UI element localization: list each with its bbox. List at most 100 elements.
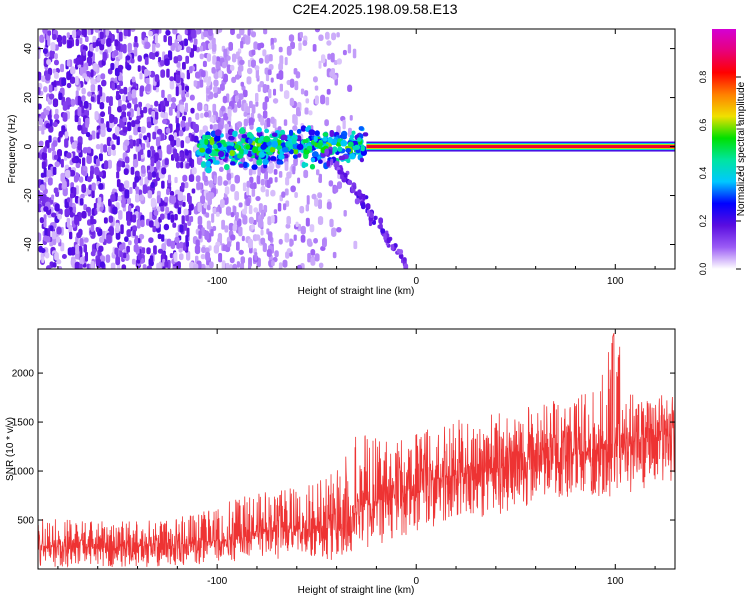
spectrogram-cell xyxy=(185,91,190,98)
spectrogram-cell xyxy=(170,240,176,250)
spectrogram-cell xyxy=(186,46,191,54)
spectrogram-cell xyxy=(137,55,142,62)
spectrogram-cell xyxy=(177,45,182,51)
spectrogram-cell xyxy=(353,240,358,250)
spectrogram-cell xyxy=(47,147,52,153)
spectrogram-cell xyxy=(146,121,152,129)
spectrogram-cell xyxy=(185,241,189,247)
spectrogram-cell xyxy=(94,208,98,215)
spectrogram-cell xyxy=(310,157,316,163)
spectrogram-cell xyxy=(248,257,252,267)
spectrogram-cell xyxy=(238,163,244,168)
spectrogram-cell xyxy=(223,113,229,121)
spectrogram-cell xyxy=(154,218,159,228)
spectrogram-cell xyxy=(251,31,256,38)
spectrogram-cell xyxy=(43,206,49,212)
spectrogram-cell xyxy=(286,248,292,254)
spectrogram-cell xyxy=(82,49,86,56)
spectrogram-cell xyxy=(230,29,235,36)
spectrogram-cell xyxy=(166,68,170,78)
spectrogram-cell xyxy=(322,237,327,248)
spectrogram-cell xyxy=(212,207,218,215)
spectrogram-cell xyxy=(69,211,74,218)
spectrogram-cell xyxy=(212,144,218,150)
spectrogram-cell xyxy=(168,106,173,116)
spectrogram-cell xyxy=(45,73,51,81)
spectrogram-cell xyxy=(199,45,204,52)
spectrogram-cell xyxy=(110,262,116,269)
spectrogram-cell xyxy=(240,40,244,49)
spectrogram-cell xyxy=(180,120,186,128)
spectrogram-cell xyxy=(71,30,77,39)
spectrogram-cell xyxy=(234,215,239,221)
spectrogram-cell xyxy=(115,84,121,90)
spectrogram-cell xyxy=(222,61,227,69)
spectrogram-cell xyxy=(318,60,322,69)
spectrogram-cell xyxy=(76,30,82,36)
spectrogram-cell xyxy=(349,115,353,121)
spectrogram-cell xyxy=(305,204,309,212)
spectrogram-cell xyxy=(76,231,82,239)
spectrogram-cell xyxy=(206,53,211,62)
spectrogram-cell xyxy=(359,157,364,163)
spectrogram-cell xyxy=(202,125,208,134)
spectrogram-cell xyxy=(66,217,71,228)
spectrogram-cell xyxy=(131,76,136,83)
spectrogram-cell xyxy=(362,193,366,201)
spectrogram-cell xyxy=(189,94,195,101)
spectrogram-cell xyxy=(154,29,159,34)
spectrogram-cell xyxy=(199,53,204,60)
snr-series-line xyxy=(38,333,675,568)
spectrogram-cell xyxy=(70,99,76,106)
spectrogram-cell xyxy=(224,164,230,171)
spectrogram-cell xyxy=(330,52,335,63)
spectrogram-cell xyxy=(251,59,256,68)
spectrogram-cell xyxy=(337,181,342,190)
spectrogram-cell xyxy=(52,121,58,128)
spectrogram-cell xyxy=(95,144,101,150)
spectrogram-cell xyxy=(167,174,172,184)
spectrogram-cell xyxy=(114,39,119,47)
spectrogram-cell xyxy=(98,183,104,190)
spectrogram-cell xyxy=(185,162,190,169)
spectrogram-cell xyxy=(146,265,152,269)
spectrogram-cell xyxy=(286,45,292,56)
spectrogram-cell xyxy=(100,117,104,124)
spectrogram-cell xyxy=(255,68,259,79)
spectrogram-cell xyxy=(166,238,172,247)
spectrogram-cell xyxy=(179,104,185,113)
spectrogram-cell xyxy=(238,202,243,208)
spectrogram-cell xyxy=(38,140,44,147)
spectrogram-cell xyxy=(262,84,268,94)
spectrogram-cell xyxy=(236,261,240,268)
spectrogram-cell xyxy=(81,29,85,36)
spectrogram-cell xyxy=(259,42,265,49)
spectrogram-cell xyxy=(295,221,299,227)
spectrogram-cell xyxy=(390,244,395,251)
spectrogram-cell xyxy=(54,53,58,60)
spectrogram-cell xyxy=(49,225,54,232)
spectrogram-cell xyxy=(209,192,215,200)
spectrogram-cell xyxy=(304,90,309,97)
colorbar-tick-label: 0.4 xyxy=(698,167,708,180)
spectrogram-cell xyxy=(297,153,302,158)
colorbar-tick-label: 0.6 xyxy=(698,119,708,132)
spectrogram-cell xyxy=(90,69,94,78)
spectrogram-cell xyxy=(38,87,41,95)
spectrogram-cell xyxy=(260,144,267,150)
spectrogram-cell xyxy=(341,134,347,140)
spectrogram-cell xyxy=(173,132,177,141)
spectrogram-cell xyxy=(57,136,61,143)
spectrogram-cell xyxy=(156,195,161,204)
spectrogram-cell xyxy=(119,118,123,126)
spectrogram-cell xyxy=(197,202,202,213)
spectrogram-cell xyxy=(154,51,159,58)
spectrogram-cell xyxy=(146,83,151,92)
spectrogram-cell xyxy=(264,55,270,64)
spectrogram-cell xyxy=(75,244,80,255)
spectrogram-cell xyxy=(320,94,326,105)
spectrogram-cell xyxy=(86,263,91,269)
spectrogram-cell xyxy=(174,39,178,47)
spectrogram-cell xyxy=(246,76,252,85)
spectrogram-cell xyxy=(352,48,357,59)
